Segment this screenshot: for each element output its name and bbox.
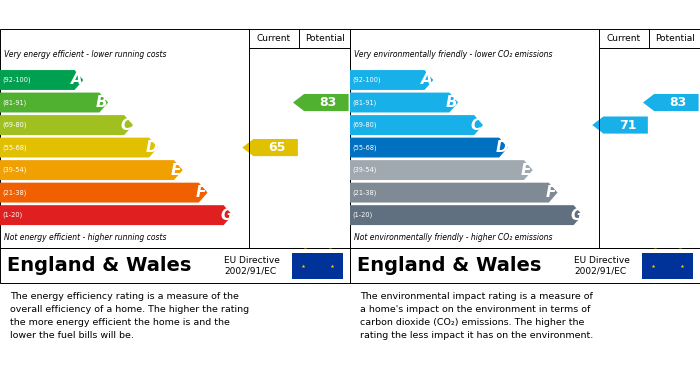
Polygon shape xyxy=(350,183,557,203)
Text: (55-68): (55-68) xyxy=(3,144,27,151)
Text: EU Directive
2002/91/EC: EU Directive 2002/91/EC xyxy=(574,256,630,276)
Text: E: E xyxy=(521,163,531,178)
Polygon shape xyxy=(350,160,533,180)
Text: Very environmentally friendly - lower CO₂ emissions: Very environmentally friendly - lower CO… xyxy=(354,50,552,59)
Text: F: F xyxy=(195,185,206,200)
Text: The environmental impact rating is a measure of
a home's impact on the environme: The environmental impact rating is a mea… xyxy=(360,292,594,340)
Text: (69-80): (69-80) xyxy=(353,122,377,128)
Text: (21-38): (21-38) xyxy=(3,189,27,196)
Text: (69-80): (69-80) xyxy=(3,122,27,128)
Text: (39-54): (39-54) xyxy=(353,167,377,173)
Polygon shape xyxy=(350,93,458,113)
Polygon shape xyxy=(0,160,183,180)
Text: B: B xyxy=(96,95,108,110)
Text: C: C xyxy=(470,118,482,133)
Polygon shape xyxy=(0,93,108,113)
Polygon shape xyxy=(350,205,582,225)
Text: Energy Efficiency Rating: Energy Efficiency Rating xyxy=(6,8,177,21)
Text: The energy efficiency rating is a measure of the
overall efficiency of a home. T: The energy efficiency rating is a measur… xyxy=(10,292,250,340)
Text: G: G xyxy=(570,208,582,222)
Text: (21-38): (21-38) xyxy=(353,189,377,196)
Text: England & Wales: England & Wales xyxy=(7,256,191,275)
Polygon shape xyxy=(643,94,699,111)
Text: Environmental Impact (CO₂) Rating: Environmental Impact (CO₂) Rating xyxy=(355,8,601,21)
Text: F: F xyxy=(545,185,556,200)
Text: (92-100): (92-100) xyxy=(353,77,382,83)
Text: (1-20): (1-20) xyxy=(353,212,373,219)
Text: England & Wales: England & Wales xyxy=(357,256,541,275)
Text: Potential: Potential xyxy=(654,34,694,43)
Polygon shape xyxy=(350,70,433,90)
Polygon shape xyxy=(242,139,298,156)
Polygon shape xyxy=(293,94,349,111)
Text: (92-100): (92-100) xyxy=(3,77,31,83)
Polygon shape xyxy=(0,70,83,90)
Text: D: D xyxy=(496,140,508,155)
Bar xyxy=(643,253,693,279)
Text: Very energy efficient - lower running costs: Very energy efficient - lower running co… xyxy=(4,50,166,59)
Polygon shape xyxy=(350,115,483,135)
Text: A: A xyxy=(421,72,433,88)
Text: 83: 83 xyxy=(319,96,337,109)
Text: 65: 65 xyxy=(269,141,286,154)
Polygon shape xyxy=(0,138,158,158)
Text: Potential: Potential xyxy=(304,34,344,43)
Polygon shape xyxy=(0,183,207,203)
Text: Current: Current xyxy=(607,34,641,43)
Bar xyxy=(293,253,343,279)
Text: E: E xyxy=(171,163,181,178)
Text: Current: Current xyxy=(257,34,291,43)
Text: Not energy efficient - higher running costs: Not energy efficient - higher running co… xyxy=(4,233,166,242)
Text: B: B xyxy=(446,95,458,110)
Text: A: A xyxy=(71,72,83,88)
Text: (39-54): (39-54) xyxy=(3,167,27,173)
Text: C: C xyxy=(120,118,132,133)
Text: G: G xyxy=(220,208,232,222)
Text: 83: 83 xyxy=(669,96,687,109)
Polygon shape xyxy=(350,138,508,158)
Text: EU Directive
2002/91/EC: EU Directive 2002/91/EC xyxy=(224,256,280,276)
Text: (81-91): (81-91) xyxy=(3,99,27,106)
Polygon shape xyxy=(592,117,648,134)
Text: Not environmentally friendly - higher CO₂ emissions: Not environmentally friendly - higher CO… xyxy=(354,233,552,242)
Text: 71: 71 xyxy=(619,118,636,131)
Text: (81-91): (81-91) xyxy=(353,99,377,106)
Text: D: D xyxy=(146,140,158,155)
Polygon shape xyxy=(0,115,133,135)
Text: (1-20): (1-20) xyxy=(3,212,23,219)
Text: (55-68): (55-68) xyxy=(353,144,377,151)
Polygon shape xyxy=(0,205,232,225)
